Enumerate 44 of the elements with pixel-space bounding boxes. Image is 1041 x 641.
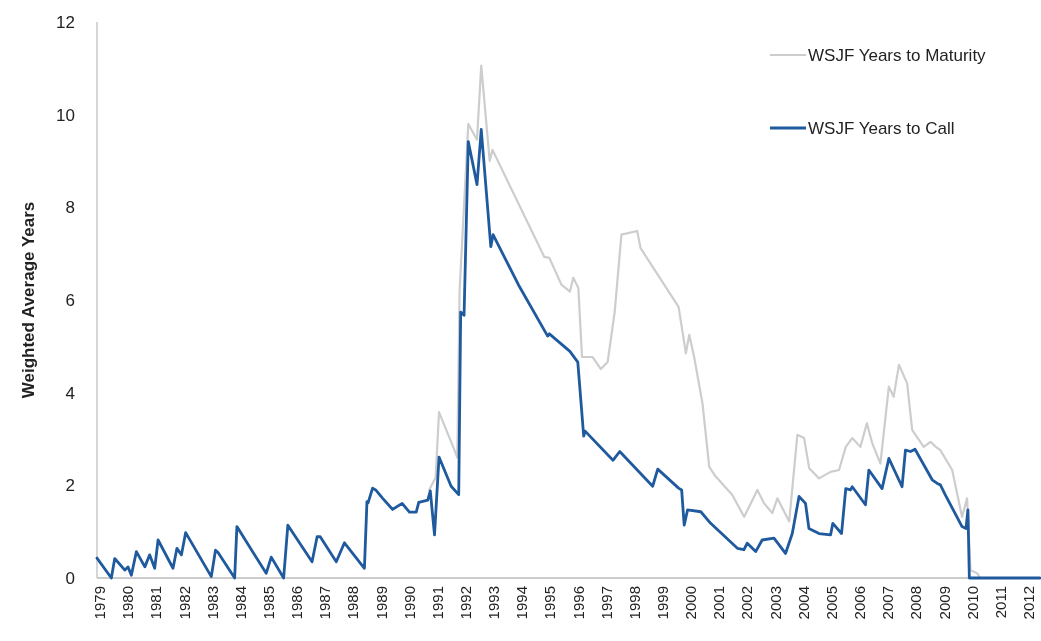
x-tick-label: 2009 xyxy=(935,586,953,620)
x-tick-label: 2008 xyxy=(907,586,925,620)
x-tick-label: 1990 xyxy=(400,586,418,620)
y-tick-label: 0 xyxy=(65,568,75,588)
x-tick-label: 1991 xyxy=(428,586,446,620)
x-tick-label: 2005 xyxy=(822,586,840,620)
x-tick-label: 1992 xyxy=(457,586,475,620)
x-tick-label: 2006 xyxy=(851,586,869,620)
x-tick-label: 1997 xyxy=(597,586,615,620)
x-tick-label: 1999 xyxy=(654,586,672,620)
x-tick-label: 2001 xyxy=(710,586,728,620)
x-tick-label: 1984 xyxy=(231,586,249,620)
x-tick-label: 1995 xyxy=(541,586,559,620)
x-tick-label: 1979 xyxy=(91,586,109,620)
legend-label: WSJF Years to Call xyxy=(808,118,955,138)
y-tick-label: 6 xyxy=(65,290,75,310)
x-tick-label: 2000 xyxy=(682,586,700,620)
x-tick-label: 1983 xyxy=(203,586,221,620)
x-tick-label: 2012 xyxy=(1019,586,1037,620)
x-tick-label: 1994 xyxy=(513,586,531,620)
legend-label: WSJF Years to Maturity xyxy=(808,45,987,65)
x-tick-label: 1986 xyxy=(288,586,306,620)
x-tick-label: 1988 xyxy=(344,586,362,620)
x-tick-label: 2004 xyxy=(794,586,812,620)
x-tick-label: 1985 xyxy=(259,586,277,620)
x-tick-label: 1993 xyxy=(485,586,503,620)
x-tick-label: 2007 xyxy=(879,586,897,620)
x-tick-label: 1996 xyxy=(569,586,587,620)
y-tick-label: 2 xyxy=(65,476,75,496)
x-tick-label: 1998 xyxy=(625,586,643,620)
x-tick-label: 1981 xyxy=(147,586,165,620)
x-tick-label: 1989 xyxy=(372,586,390,620)
y-tick-label: 10 xyxy=(56,105,75,125)
x-tick-label: 1982 xyxy=(175,586,193,620)
x-tick-label: 1980 xyxy=(119,586,137,620)
x-tick-label: 1987 xyxy=(316,586,334,620)
y-tick-label: 12 xyxy=(56,12,75,32)
x-tick-label: 2011 xyxy=(991,586,1009,619)
y-tick-label: 4 xyxy=(65,383,75,403)
x-tick-label: 2002 xyxy=(738,586,756,620)
x-tick-label: 2010 xyxy=(963,586,981,620)
x-tick-label: 2003 xyxy=(766,586,784,620)
y-tick-label: 8 xyxy=(65,198,75,218)
y-axis-title: Weighted Average Years xyxy=(19,201,38,399)
